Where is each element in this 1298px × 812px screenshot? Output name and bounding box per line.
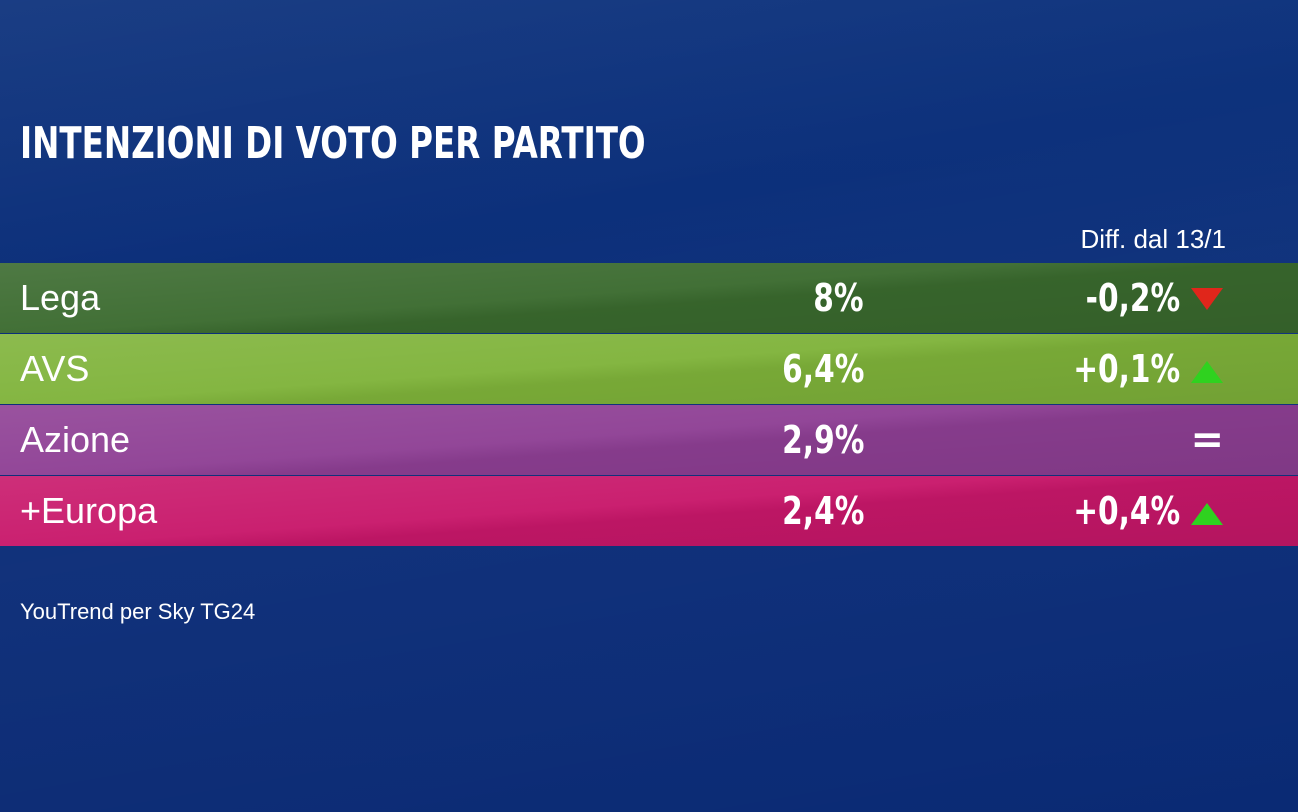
party-value: 6,4%	[781, 347, 864, 391]
party-diff: -0,2%	[1085, 276, 1180, 320]
source-credit: YouTrend per Sky TG24	[20, 599, 256, 624]
party-row-avs: AVS 6,4% +0,1%	[0, 334, 1298, 404]
party-name: Azione	[20, 419, 131, 460]
party-diff: +0,4%	[1072, 489, 1180, 533]
party-name: +Europa	[20, 490, 158, 531]
trend-up-icon	[1190, 334, 1224, 404]
chart-title: INTENZIONI DI VOTO PER PARTITO	[20, 118, 646, 169]
party-row-azione: Azione 2,9% =	[0, 405, 1298, 475]
party-value: 2,9%	[781, 418, 864, 462]
trend-down-icon	[1190, 263, 1224, 333]
party-table: Lega 8% -0,2% AVS 6,4% +0,1% Azione 2,9%…	[0, 263, 1298, 547]
party-diff: +0,1%	[1072, 347, 1180, 391]
diff-column-header: Diff. dal 13/1	[1080, 224, 1226, 254]
party-value: 8%	[813, 276, 864, 320]
party-row-europa: +Europa 2,4% +0,4%	[0, 476, 1298, 546]
trend-equal-icon: =	[1190, 417, 1224, 463]
party-row-lega: Lega 8% -0,2%	[0, 263, 1298, 333]
party-value: 2,4%	[781, 489, 864, 533]
trend-up-icon	[1190, 476, 1224, 546]
party-name: AVS	[20, 348, 90, 389]
party-name: Lega	[20, 277, 101, 318]
